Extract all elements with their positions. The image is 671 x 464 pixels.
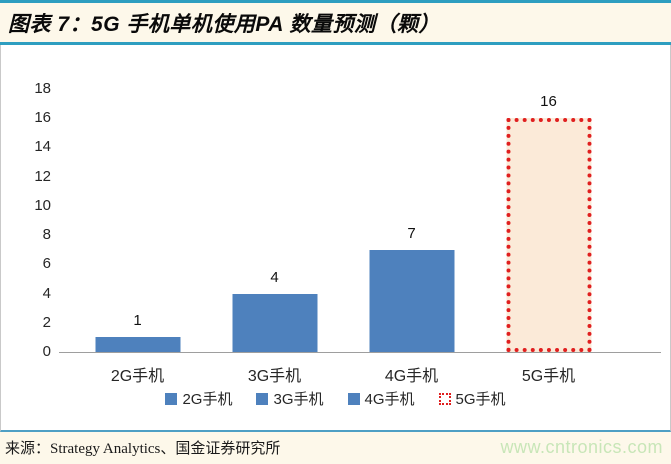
- legend-dotted-square-icon: [438, 392, 451, 405]
- x-axis-line: [59, 352, 661, 353]
- legend-item-4G手机: 4G手机: [347, 388, 415, 409]
- legend-solid-square-icon: [256, 392, 269, 405]
- bar-5G手机: [506, 118, 591, 352]
- bar-value-label: 4: [270, 269, 279, 286]
- x-axis-category-label: 5G手机: [521, 368, 576, 385]
- y-axis-tick-label: 18: [34, 80, 51, 97]
- legend-label: 5G手机: [455, 391, 506, 408]
- bar-value-label: 1: [133, 312, 142, 329]
- bar-2G手机: [95, 337, 180, 352]
- y-axis-tick-label: 10: [34, 196, 51, 214]
- y-axis-tick-label: 12: [34, 167, 51, 185]
- y-axis-tick-label: 0: [42, 343, 51, 360]
- y-axis-tick-label: 4: [42, 284, 51, 302]
- x-axis-category-label: 4G手机: [384, 368, 439, 385]
- legend-label: 3G手机: [273, 391, 324, 408]
- legend-label: 4G手机: [364, 391, 415, 408]
- figure-title-bar: 图表 7：5G 手机单机使用PA 数量预测（颗）: [0, 0, 671, 45]
- x-axis-category-label: 2G手机: [110, 368, 165, 385]
- bar-3G手机: [232, 294, 317, 352]
- y-axis-tick-label: 8: [42, 226, 51, 244]
- y-axis-tick-label: 16: [34, 109, 51, 127]
- legend-solid-square-icon: [165, 392, 178, 405]
- bar-value-label: 16: [540, 93, 557, 110]
- y-axis-tick-label: 2: [42, 313, 51, 331]
- chart-legend: 2G手机 3G手机 4G手机 5G手机: [1, 388, 670, 409]
- legend-item-3G手机: 3G手机: [256, 388, 324, 409]
- legend-item-2G手机: 2G手机: [165, 388, 232, 409]
- bar-slot: 16: [480, 89, 617, 352]
- figure-title: 图表 7：5G 手机单机使用PA 数量预测（颗）: [8, 12, 441, 36]
- bar-value-label: 7: [407, 225, 416, 242]
- watermark-link[interactable]: www.cntronics.com: [500, 436, 663, 457]
- legend-label: 2G手机: [182, 391, 233, 408]
- bar-slot: 1: [69, 89, 206, 352]
- bar-4G手机: [369, 250, 454, 352]
- source-text: 来源：Strategy Analytics、国金证券研究所: [5, 440, 281, 457]
- bar-slot: 4: [206, 89, 343, 352]
- x-axis-category-label: 3G手机: [247, 368, 302, 385]
- y-axis-tick-label: 6: [42, 255, 51, 273]
- figure-footer: 来源：Strategy Analytics、国金证券研究所 www.cntron…: [0, 432, 671, 464]
- legend-solid-square-icon: [347, 392, 360, 405]
- chart-panel: 2G手机 3G手机 4G手机 5G手机 0 2 4 6 8 10 12 14 16 18 1 2G手机 4 3G…: [0, 45, 671, 432]
- bar-slot: 7: [343, 89, 480, 352]
- y-axis-tick-label: 14: [34, 138, 51, 156]
- legend-item-5G手机: 5G手机: [438, 388, 506, 409]
